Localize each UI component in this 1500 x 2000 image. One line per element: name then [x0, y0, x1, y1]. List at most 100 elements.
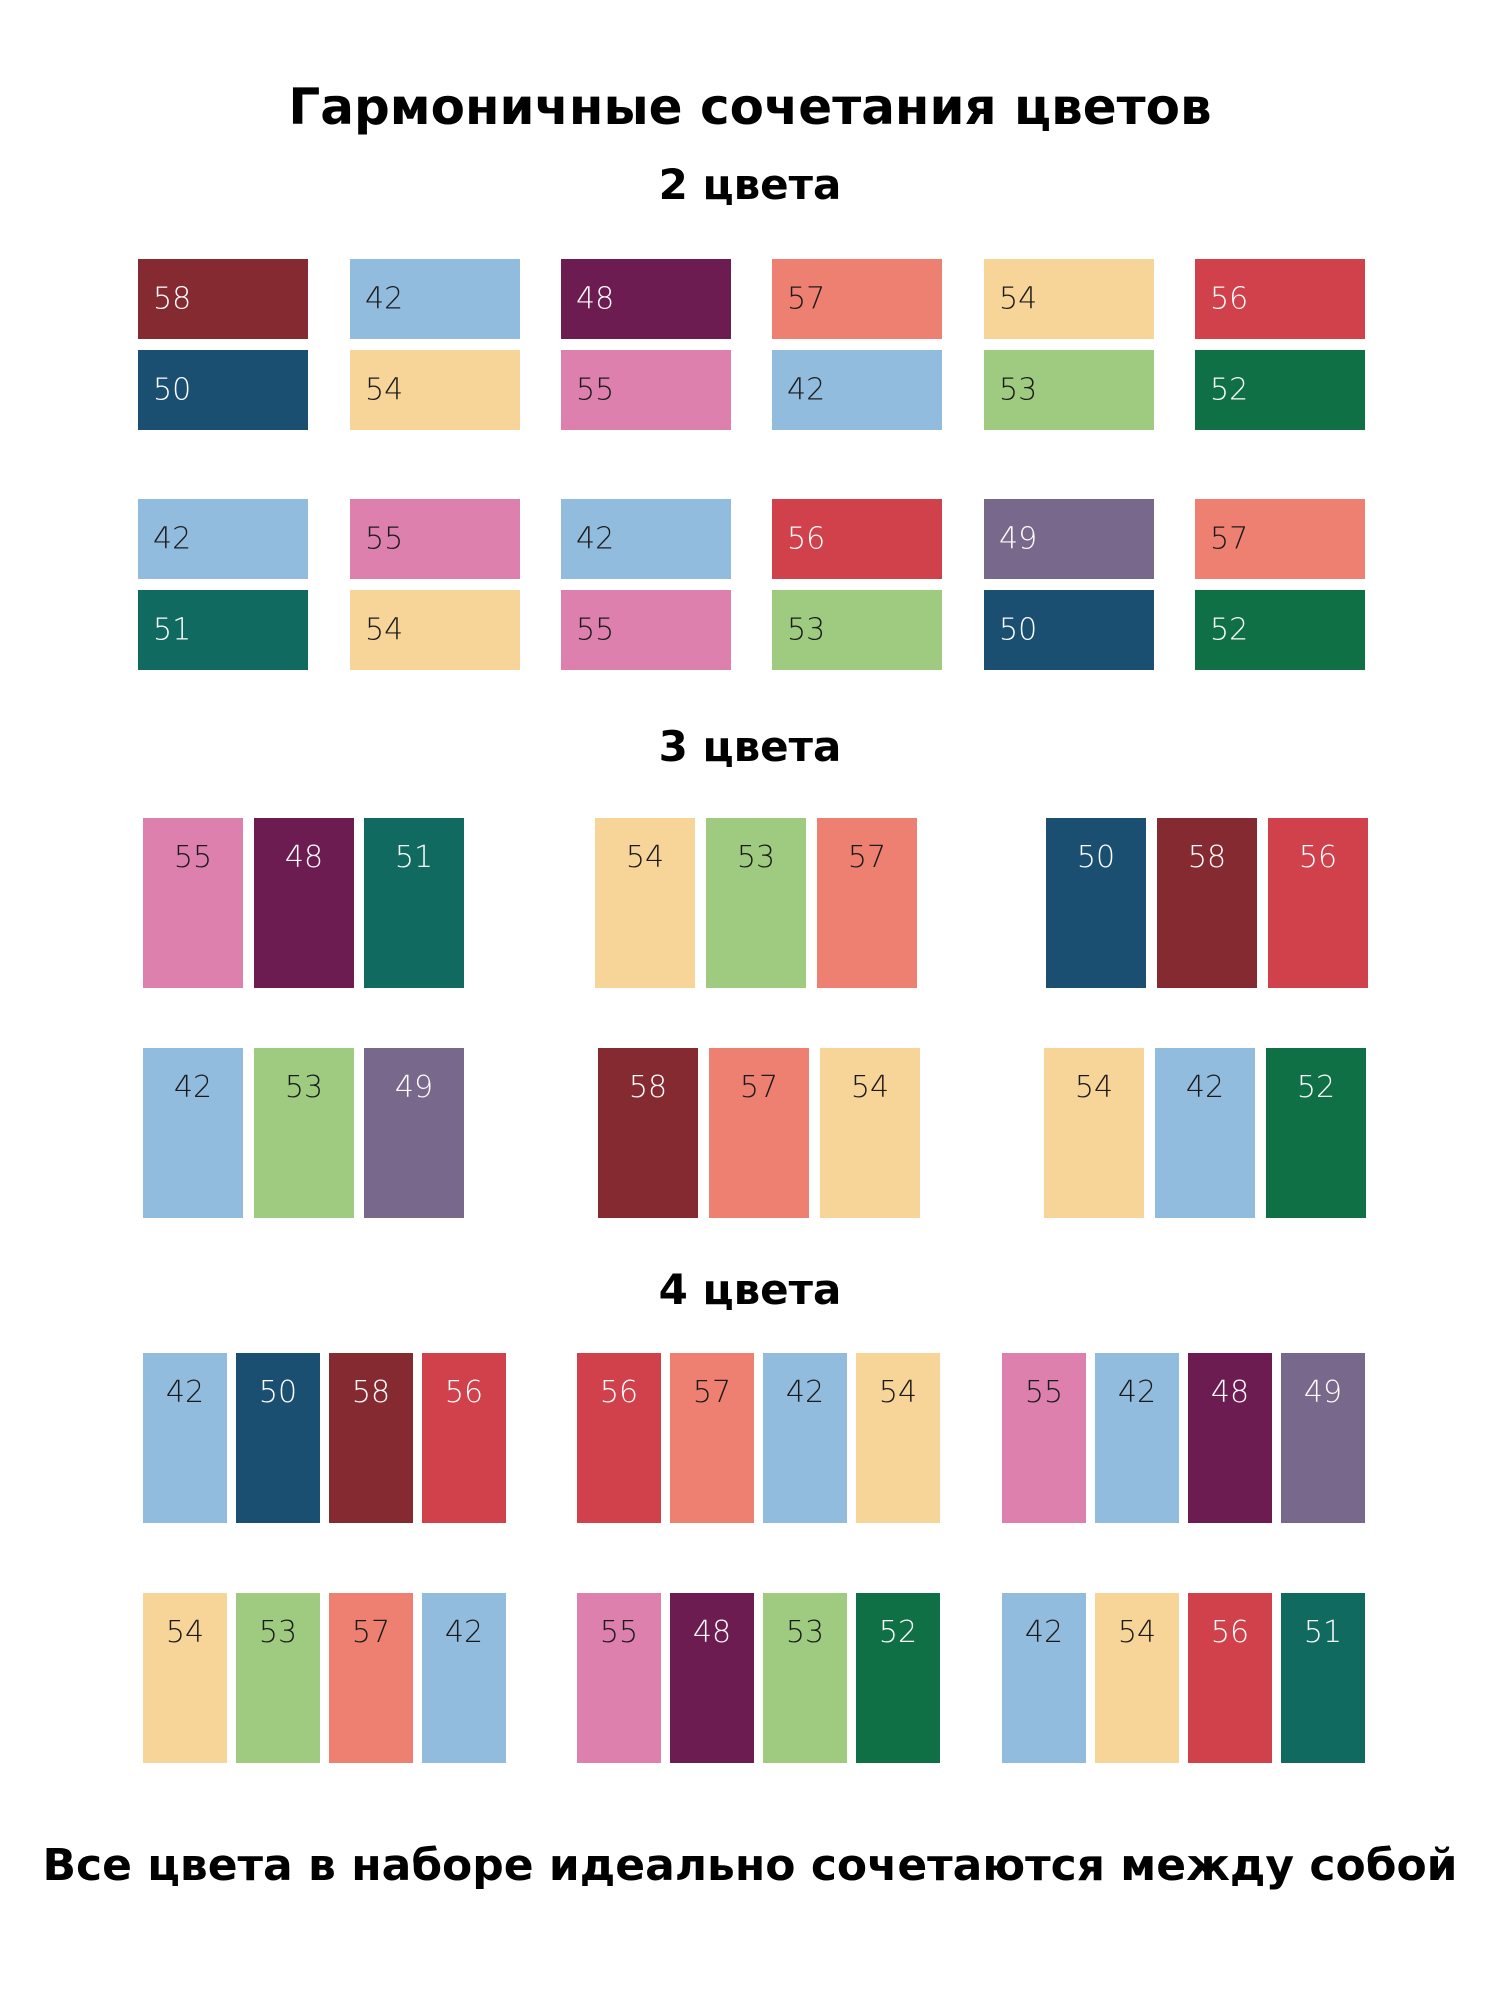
- color-swatch-42: 42: [422, 1593, 506, 1763]
- color-swatch-58: 58: [138, 259, 308, 339]
- color-code-label: 50: [999, 612, 1038, 648]
- footer-caption: Все цвета в наборе идеально сочетаются м…: [42, 1840, 1458, 1891]
- color-code-label: 53: [787, 612, 826, 648]
- color-code-label: 49: [1303, 1375, 1343, 1410]
- color-code-label: 48: [1210, 1375, 1250, 1410]
- color-swatch-53: 53: [772, 590, 942, 670]
- color-swatch-55: 55: [561, 350, 731, 430]
- color-swatch-58: 58: [598, 1048, 698, 1218]
- color-code-label: 48: [576, 281, 615, 317]
- color-code-label: 52: [1296, 1070, 1336, 1105]
- color-code-label: 57: [692, 1375, 732, 1410]
- color-swatch-54: 54: [856, 1353, 940, 1523]
- color-swatch-48: 48: [561, 259, 731, 339]
- color-code-label: 58: [351, 1375, 391, 1410]
- color-swatch-42: 42: [143, 1353, 227, 1523]
- color-swatch-48: 48: [670, 1593, 754, 1763]
- color-code-label: 42: [576, 521, 615, 557]
- color-swatch-51: 51: [1281, 1593, 1365, 1763]
- color-code-label: 52: [1210, 612, 1249, 648]
- color-code-label: 42: [787, 372, 826, 408]
- color-code-label: 42: [365, 281, 404, 317]
- color-code-label: 55: [365, 521, 404, 557]
- color-swatch-42: 42: [1155, 1048, 1255, 1218]
- color-code-label: 53: [258, 1615, 298, 1650]
- color-code-label: 53: [785, 1615, 825, 1650]
- color-swatch-56: 56: [1268, 818, 1368, 988]
- color-code-label: 48: [284, 840, 324, 875]
- color-code-label: 42: [785, 1375, 825, 1410]
- color-swatch-52: 52: [1266, 1048, 1366, 1218]
- color-code-label: 54: [165, 1615, 205, 1650]
- color-code-label: 42: [173, 1070, 213, 1105]
- color-code-label: 54: [1117, 1615, 1157, 1650]
- color-swatch-57: 57: [709, 1048, 809, 1218]
- color-swatch-52: 52: [856, 1593, 940, 1763]
- color-swatch-54: 54: [1095, 1593, 1179, 1763]
- color-code-label: 54: [1074, 1070, 1114, 1105]
- color-code-label: 51: [394, 840, 434, 875]
- color-code-label: 55: [1024, 1375, 1064, 1410]
- section-title-4-colors: 4 цвета: [658, 1265, 842, 1314]
- color-swatch-53: 53: [763, 1593, 847, 1763]
- color-code-label: 56: [444, 1375, 484, 1410]
- color-swatch-55: 55: [143, 818, 243, 988]
- color-code-label: 53: [736, 840, 776, 875]
- color-swatch-42: 42: [138, 499, 308, 579]
- color-code-label: 57: [1210, 521, 1249, 557]
- color-swatch-49: 49: [364, 1048, 464, 1218]
- color-code-label: 54: [850, 1070, 890, 1105]
- color-swatch-42: 42: [143, 1048, 243, 1218]
- color-swatch-42: 42: [763, 1353, 847, 1523]
- color-swatch-51: 51: [364, 818, 464, 988]
- color-swatch-50: 50: [236, 1353, 320, 1523]
- color-code-label: 56: [1210, 1615, 1250, 1650]
- color-code-label: 54: [999, 281, 1038, 317]
- color-swatch-42: 42: [772, 350, 942, 430]
- color-code-label: 56: [599, 1375, 639, 1410]
- color-swatch-49: 49: [984, 499, 1154, 579]
- color-swatch-55: 55: [350, 499, 520, 579]
- color-swatch-55: 55: [561, 590, 731, 670]
- color-code-label: 58: [1187, 840, 1227, 875]
- color-code-label: 57: [739, 1070, 779, 1105]
- color-swatch-58: 58: [1157, 818, 1257, 988]
- color-code-label: 42: [444, 1615, 484, 1650]
- color-swatch-48: 48: [1188, 1353, 1272, 1523]
- color-code-label: 42: [153, 521, 192, 557]
- color-code-label: 57: [787, 281, 826, 317]
- color-swatch-51: 51: [138, 590, 308, 670]
- color-code-label: 52: [878, 1615, 918, 1650]
- color-code-label: 55: [599, 1615, 639, 1650]
- color-swatch-53: 53: [254, 1048, 354, 1218]
- color-swatch-54: 54: [350, 590, 520, 670]
- color-code-label: 51: [153, 612, 192, 648]
- color-swatch-42: 42: [1002, 1593, 1086, 1763]
- color-code-label: 53: [999, 372, 1038, 408]
- color-swatch-42: 42: [1095, 1353, 1179, 1523]
- color-code-label: 57: [847, 840, 887, 875]
- color-code-label: 52: [1210, 372, 1249, 408]
- color-code-label: 50: [1076, 840, 1116, 875]
- color-swatch-54: 54: [143, 1593, 227, 1763]
- color-code-label: 42: [1024, 1615, 1064, 1650]
- color-code-label: 54: [625, 840, 665, 875]
- color-code-label: 42: [1117, 1375, 1157, 1410]
- color-swatch-56: 56: [1195, 259, 1365, 339]
- color-code-label: 56: [1210, 281, 1249, 317]
- color-swatch-52: 52: [1195, 350, 1365, 430]
- color-code-label: 49: [394, 1070, 434, 1105]
- color-code-label: 54: [365, 612, 404, 648]
- color-swatch-54: 54: [350, 350, 520, 430]
- color-swatch-55: 55: [1002, 1353, 1086, 1523]
- color-swatch-52: 52: [1195, 590, 1365, 670]
- color-code-label: 48: [692, 1615, 732, 1650]
- color-swatch-54: 54: [1044, 1048, 1144, 1218]
- color-code-label: 56: [787, 521, 826, 557]
- section-title-2-colors: 2 цвета: [658, 160, 842, 209]
- color-swatch-48: 48: [254, 818, 354, 988]
- color-swatch-57: 57: [329, 1593, 413, 1763]
- color-swatch-56: 56: [422, 1353, 506, 1523]
- color-code-label: 49: [999, 521, 1038, 557]
- color-code-label: 42: [165, 1375, 205, 1410]
